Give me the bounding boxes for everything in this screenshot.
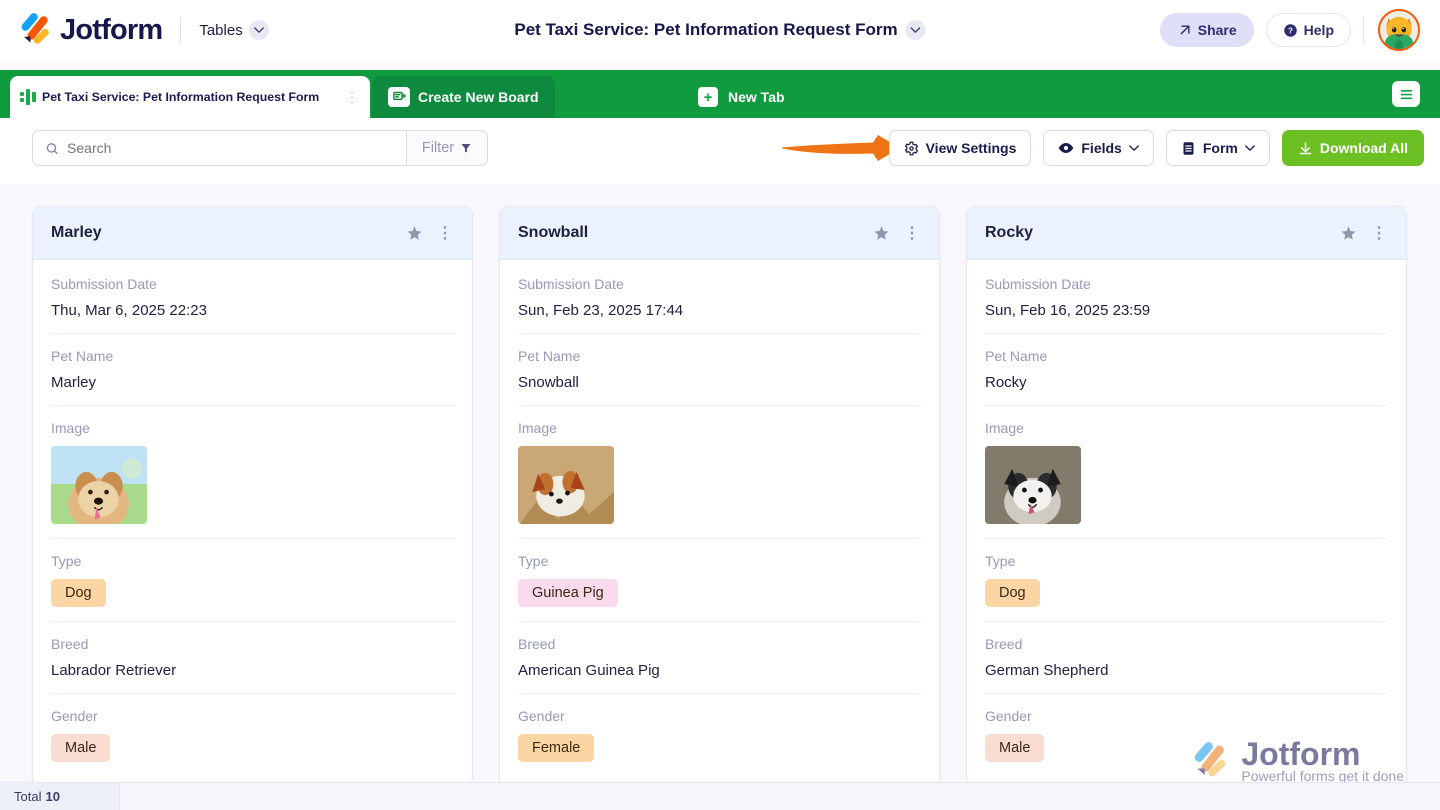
svg-text:?: ? (1288, 26, 1293, 35)
